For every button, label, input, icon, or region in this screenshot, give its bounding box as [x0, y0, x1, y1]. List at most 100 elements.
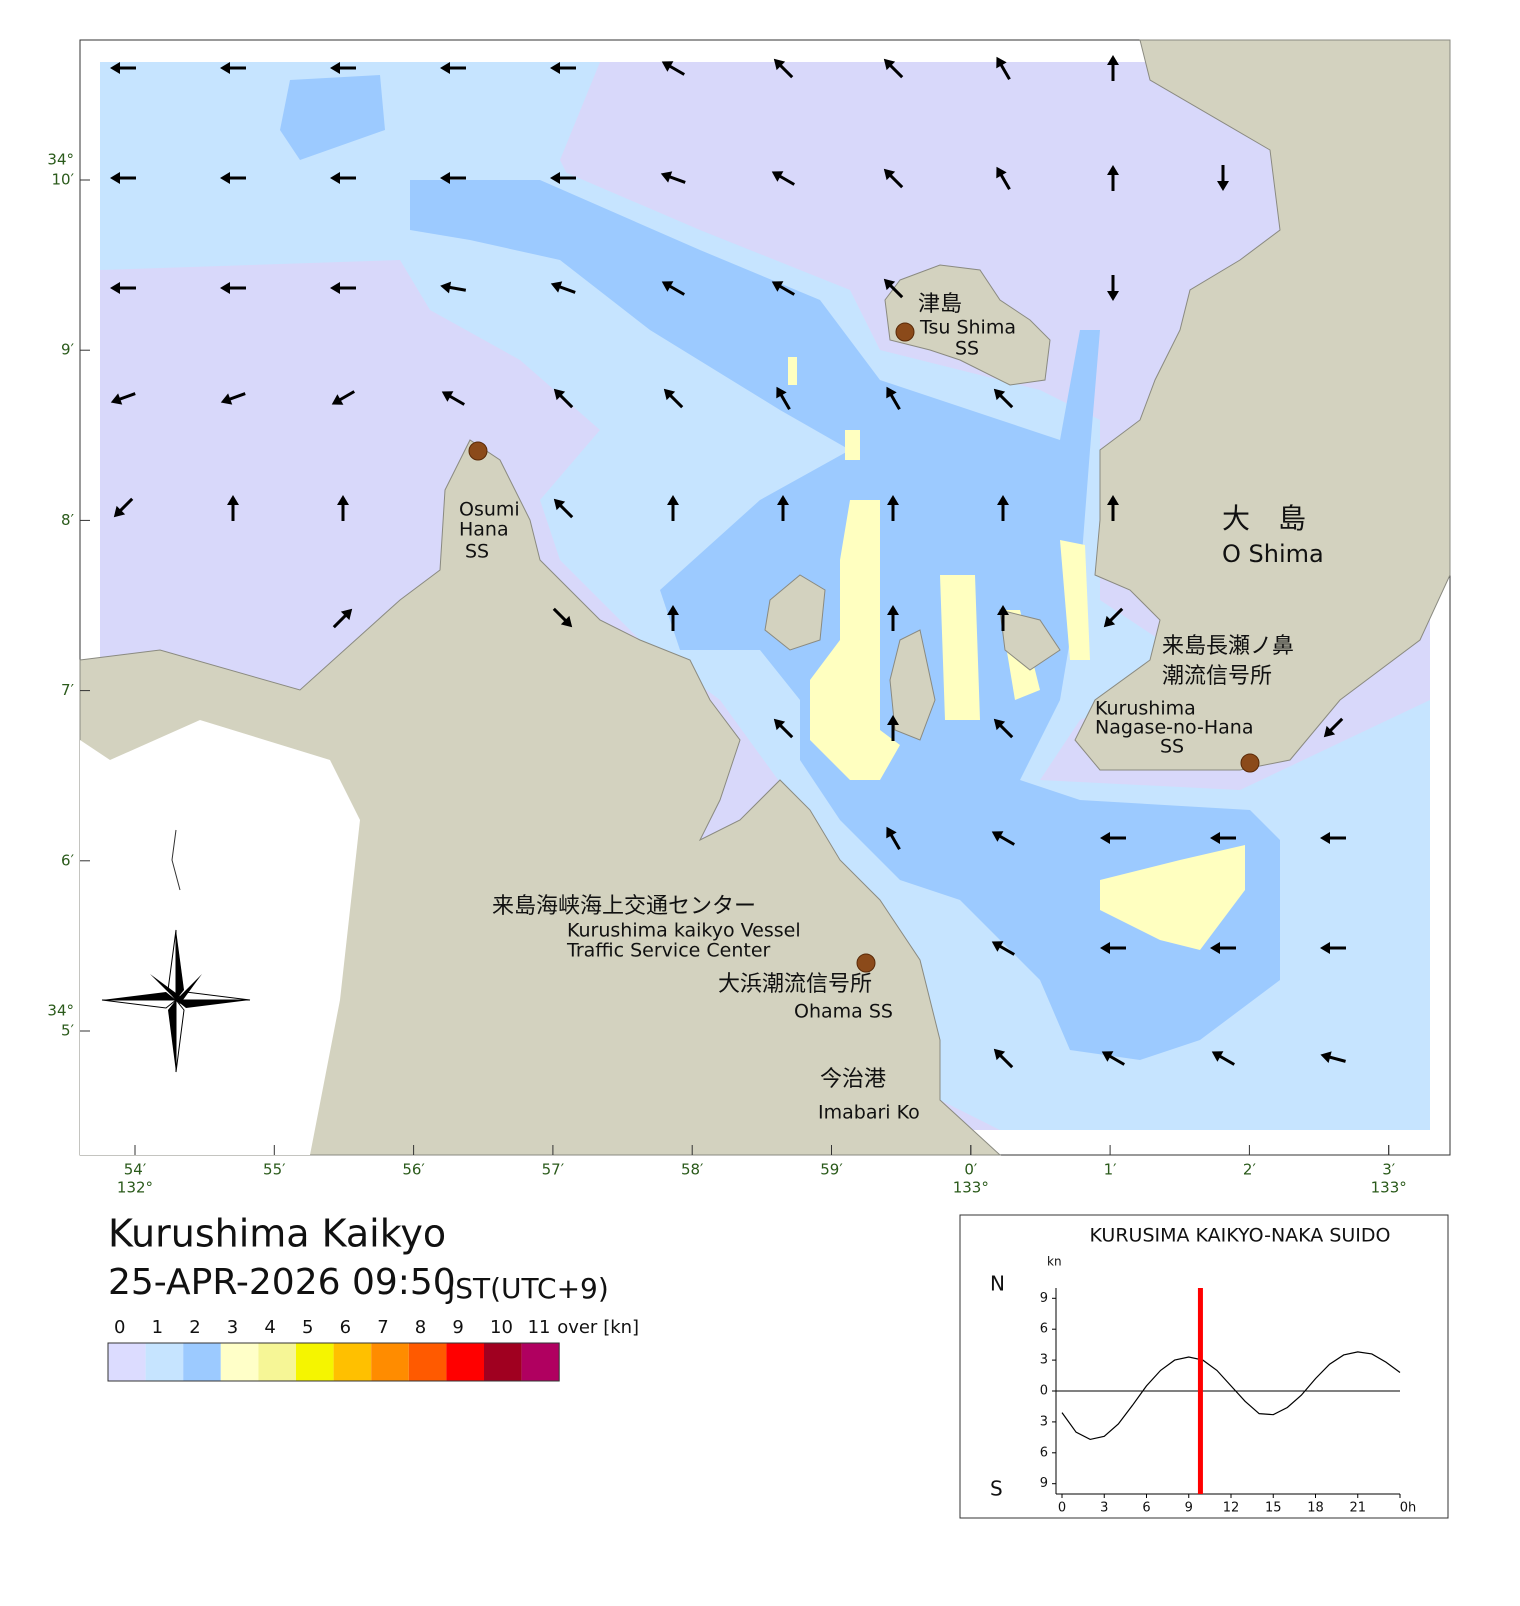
current-arrow — [441, 391, 466, 406]
current-arrow — [1320, 1051, 1346, 1064]
legend-swatch — [521, 1343, 560, 1381]
current-arrow — [553, 498, 574, 519]
legend-label: 6 — [340, 1317, 351, 1338]
arrow-head — [1107, 55, 1119, 65]
legend-frame — [107, 1342, 560, 1382]
arrow-head — [113, 505, 126, 518]
place-label: Kurushima kaikyo Vessel — [567, 920, 801, 942]
arrow-head — [1101, 1051, 1114, 1062]
arrow-head — [220, 172, 230, 184]
x-tick-label: 15 — [1265, 1501, 1282, 1516]
current-arrow — [110, 62, 136, 74]
current-arrow — [1217, 165, 1229, 191]
arrow-head — [440, 62, 450, 74]
place-label: 潮流信号所 — [1162, 664, 1272, 689]
lon-label: 59′ — [820, 1161, 843, 1179]
islet — [889, 629, 936, 741]
arrow-head — [773, 58, 786, 71]
current-arrow — [883, 168, 904, 189]
x-tick-label: 21 — [1349, 1501, 1366, 1516]
current-arrow — [771, 281, 796, 296]
arrow-head — [660, 171, 673, 183]
current-arrow — [661, 61, 686, 76]
arrow-head — [991, 831, 1004, 842]
current-arrow — [887, 495, 899, 521]
current-arrow — [996, 166, 1011, 191]
current-arrow — [337, 495, 349, 521]
arrow-head — [110, 282, 120, 294]
arrow-head — [1107, 291, 1119, 301]
current-arrow — [887, 605, 899, 631]
x-tick-label: 0h — [1400, 1501, 1417, 1516]
current-arrow — [331, 390, 356, 405]
legend-label: 11 — [528, 1317, 551, 1338]
y-tick-label: 9 — [1040, 1476, 1048, 1491]
lat-label: 5′ — [61, 1022, 75, 1040]
arrow-head — [996, 166, 1007, 179]
arrow-head — [553, 498, 566, 511]
y-top-label: N — [990, 1272, 1005, 1296]
legend-label: 4 — [264, 1317, 275, 1338]
current-arrow — [330, 62, 356, 74]
chart-frame — [959, 1214, 1449, 1519]
arrow-head — [1217, 181, 1229, 191]
current-arrow — [1210, 942, 1236, 954]
place-label: SS — [1160, 736, 1184, 758]
current-arrow — [1323, 717, 1344, 738]
current-arrow — [332, 608, 353, 629]
arrow-head — [1323, 725, 1336, 738]
y-tick-label: 3 — [1040, 1353, 1048, 1368]
lon-label: 57′ — [542, 1161, 565, 1179]
legend-swatch — [220, 1343, 259, 1381]
title: Kurushima Kaikyo — [108, 1212, 446, 1256]
lon-label: 1′ — [1104, 1161, 1118, 1179]
current-arrow — [991, 941, 1016, 956]
islet — [764, 574, 826, 651]
lat-label: 34° — [47, 1002, 74, 1020]
arrow-head — [661, 281, 674, 292]
lon-label: 58′ — [681, 1161, 704, 1179]
arrow-head — [227, 495, 239, 505]
lon-label: 54′ — [124, 1161, 147, 1179]
arrow-head — [1100, 832, 1110, 844]
arrow-head — [993, 1048, 1006, 1061]
y-unit: kn — [1047, 1255, 1062, 1269]
lat-label: 9′ — [61, 341, 75, 359]
arrow-head — [1320, 1051, 1332, 1064]
legend-swatch — [446, 1343, 484, 1381]
current-arrow — [330, 282, 356, 294]
legend-label: 1 — [152, 1317, 163, 1338]
place-label: Ohama SS — [794, 1001, 893, 1023]
current-arrow — [667, 495, 679, 521]
current-arrow — [227, 495, 239, 521]
current-arrow — [991, 831, 1016, 846]
legend-swatch — [145, 1343, 184, 1381]
arrow-head — [553, 388, 566, 401]
legend-swatch — [183, 1343, 221, 1381]
current-arrow — [110, 172, 136, 184]
tide-chart: KURUSIMA KAIKYO-NAKA SUIDO kn N S 9 6 3 0 3 6… — [959, 1214, 1449, 1519]
legend-label: 5 — [302, 1317, 313, 1338]
y-tick-label: 3 — [1040, 1414, 1048, 1429]
current-arrow — [553, 388, 574, 409]
station-dot — [895, 322, 915, 342]
arrow-head — [330, 282, 340, 294]
arrow-head — [773, 718, 786, 731]
current-arrow — [883, 58, 904, 79]
legend-swatch — [333, 1343, 372, 1381]
arrow-head — [1210, 832, 1220, 844]
legend-label: 2 — [189, 1317, 200, 1338]
current-arrow — [550, 62, 576, 74]
current-arrow — [773, 58, 794, 79]
current-arrow — [550, 172, 576, 184]
current-arrow — [1100, 832, 1126, 844]
legend-label: 3 — [227, 1317, 238, 1338]
y-tick-label: 9 — [1040, 1291, 1048, 1306]
place-label: Nagase-no-Hana — [1095, 717, 1254, 739]
current-arrow — [220, 172, 246, 184]
arrow-head — [667, 495, 679, 505]
current-arrow — [993, 718, 1014, 739]
chart-title: KURUSIMA KAIKYO-NAKA SUIDO — [1089, 1225, 1390, 1247]
tide-curve — [1061, 1351, 1401, 1441]
